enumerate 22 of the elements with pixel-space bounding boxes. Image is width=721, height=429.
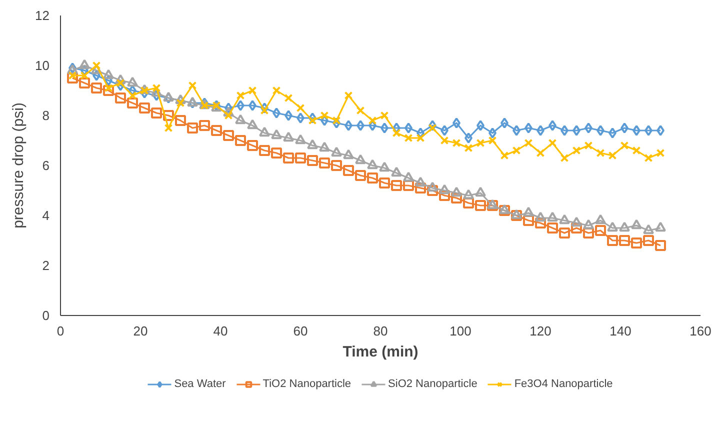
y-axis-title: pressure drop (psi) — [10, 102, 28, 228]
x-tick-label: 0 — [56, 324, 64, 338]
x-tick-label: 60 — [293, 324, 308, 338]
x-tick-label: 120 — [530, 324, 552, 338]
y-tick-label: 8 — [42, 108, 50, 123]
x-tick-label: 20 — [133, 324, 148, 338]
x-tick-label: 160 — [690, 324, 712, 338]
legend-label: TiO2 Nanoparticle — [262, 378, 352, 390]
y-tick-label: 12 — [35, 8, 50, 23]
y-tick-label: 10 — [35, 58, 50, 73]
x-tick-label: 80 — [373, 324, 388, 338]
y-tick-label: 6 — [42, 158, 50, 173]
legend-label: Fe3O4 Nanoparticle — [514, 378, 613, 390]
x-axis-title: Time (min) — [342, 344, 418, 360]
legend-label: Sea Water — [174, 378, 226, 390]
y-tick-label: 4 — [42, 208, 50, 223]
x-tick-label: 40 — [213, 324, 228, 338]
y-tick-label: 2 — [42, 258, 50, 273]
x-tick-label: 100 — [450, 324, 472, 338]
y-tick-label: 0 — [42, 308, 50, 323]
x-tick-label: 140 — [610, 324, 632, 338]
legend-label: SiO2 Nanoparticle — [388, 378, 478, 390]
